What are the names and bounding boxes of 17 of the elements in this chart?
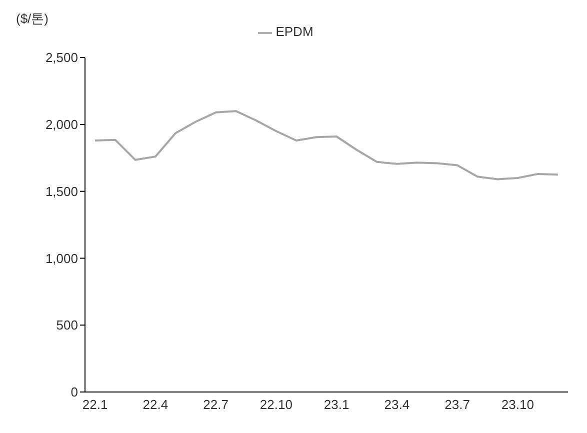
x-tick-label: 23.10 bbox=[501, 397, 534, 412]
y-tick-label: 0 bbox=[70, 384, 78, 400]
x-tick-label: 22.7 bbox=[203, 397, 228, 412]
y-tick-label: 1,000 bbox=[45, 250, 78, 266]
x-tick-label: 22.10 bbox=[260, 397, 292, 412]
x-tick-label: 23.4 bbox=[384, 397, 410, 412]
y-axis-title: ($/톤) bbox=[16, 10, 48, 28]
x-tick-label: 23.7 bbox=[444, 397, 470, 412]
y-tick-label: 500 bbox=[56, 318, 78, 333]
y-tick-label: 2,000 bbox=[45, 117, 78, 132]
y-tick-label: 2,500 bbox=[45, 50, 78, 66]
x-tick-label: 22.4 bbox=[142, 397, 168, 412]
x-tick-label: 22.1 bbox=[82, 397, 108, 412]
legend-label: EPDM bbox=[276, 24, 314, 39]
x-tick-label: 23.1 bbox=[324, 397, 350, 412]
line-series bbox=[94, 110, 559, 180]
y-tick-label: 1,500 bbox=[45, 184, 78, 199]
